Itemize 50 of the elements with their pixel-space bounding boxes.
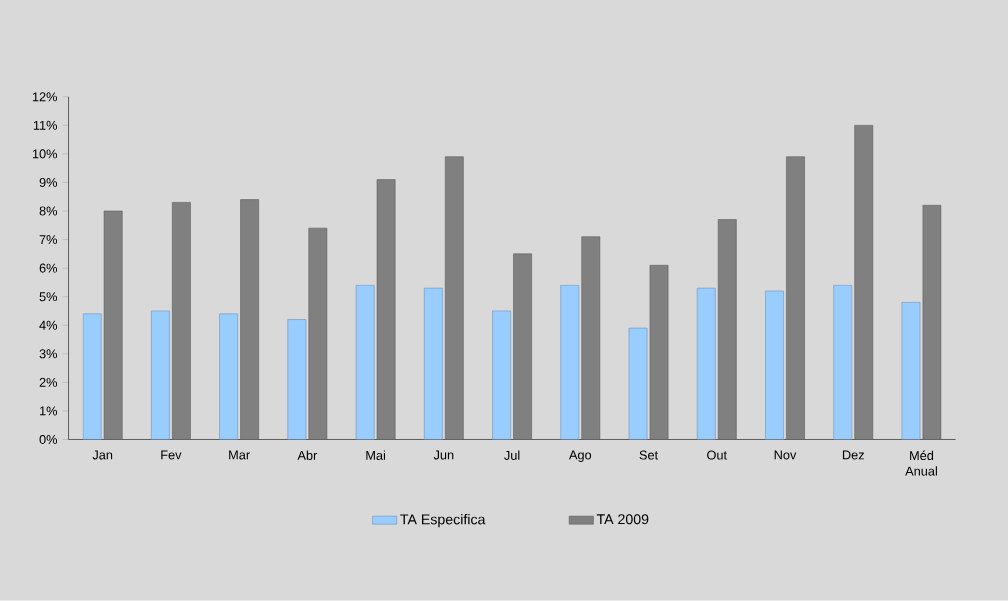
y-tick-label: 6% xyxy=(39,263,58,273)
bar xyxy=(82,313,102,440)
bar xyxy=(172,202,191,440)
x-tick-label: Dez xyxy=(842,450,864,460)
y-tick-label: 10% xyxy=(32,149,58,159)
x-tick-label: Ago xyxy=(568,450,592,463)
x-tick-label: Mar xyxy=(229,450,250,460)
y-tick-label: 1% xyxy=(40,406,58,416)
y-tick-label: 4% xyxy=(39,320,58,330)
y-tick-label: 5% xyxy=(39,292,58,302)
y-tick-label: 11% xyxy=(33,120,58,130)
bar xyxy=(513,253,532,440)
x-tick-label: Set xyxy=(639,450,659,460)
y-tick-label: 3% xyxy=(39,349,58,359)
bar xyxy=(717,219,737,440)
bar xyxy=(219,313,238,440)
x-tick-label: Jan xyxy=(92,450,113,460)
x-tick-label: Nov xyxy=(774,450,797,460)
x-tick-label: Jul xyxy=(504,450,520,461)
y-tick-label: 7% xyxy=(39,235,58,245)
y-tick-label: 8% xyxy=(39,206,58,216)
bar xyxy=(765,290,784,440)
bar xyxy=(151,310,170,440)
bar xyxy=(308,227,328,440)
bar xyxy=(786,156,805,440)
bar xyxy=(581,236,601,440)
bar xyxy=(376,179,396,440)
bar xyxy=(287,319,307,440)
x-tick-label: Fev xyxy=(161,450,182,460)
bar xyxy=(423,287,443,440)
bar xyxy=(103,210,123,440)
legend-label: TA Especifica xyxy=(400,514,486,528)
y-tick-label: 9% xyxy=(39,178,58,188)
x-tick-label: Jun xyxy=(433,450,454,460)
y-tick-label: 2% xyxy=(39,377,58,387)
x-tick-label: Méd Anual xyxy=(905,450,937,476)
bar xyxy=(854,125,874,440)
bar xyxy=(240,199,259,440)
y-tick-label: 12% xyxy=(32,92,58,102)
legend-label: TA 2009 xyxy=(596,514,649,525)
bar xyxy=(833,285,853,440)
bar xyxy=(355,285,375,440)
bar xyxy=(444,156,464,440)
x-tick-label: Mai xyxy=(366,450,386,461)
bar xyxy=(492,310,511,440)
bar xyxy=(696,287,716,440)
x-tick-label: Abr xyxy=(297,450,318,461)
y-tick-label: 0% xyxy=(39,435,58,445)
x-tick-label: Out xyxy=(707,450,727,460)
bar xyxy=(560,285,580,440)
